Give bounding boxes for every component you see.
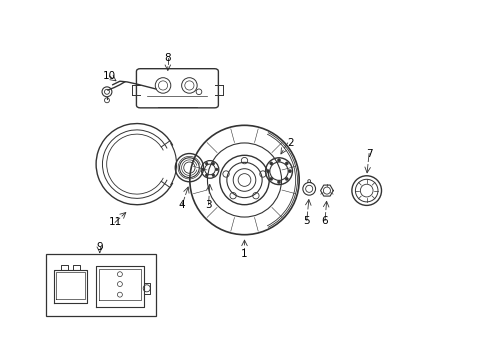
Ellipse shape xyxy=(205,174,207,177)
Ellipse shape xyxy=(211,162,214,165)
Text: 3: 3 xyxy=(205,200,211,210)
Text: 1: 1 xyxy=(241,249,247,259)
Text: 10: 10 xyxy=(102,71,116,81)
Ellipse shape xyxy=(266,170,269,173)
Text: 2: 2 xyxy=(287,138,294,148)
Ellipse shape xyxy=(277,159,280,162)
Ellipse shape xyxy=(285,177,288,180)
Text: 11: 11 xyxy=(108,217,122,227)
Ellipse shape xyxy=(269,162,272,165)
Ellipse shape xyxy=(202,168,204,171)
Text: 5: 5 xyxy=(303,216,309,226)
Ellipse shape xyxy=(211,174,214,177)
Ellipse shape xyxy=(277,180,280,184)
Text: 6: 6 xyxy=(321,216,327,226)
Ellipse shape xyxy=(215,168,218,171)
Text: 4: 4 xyxy=(179,200,185,210)
Text: 9: 9 xyxy=(96,242,103,252)
Text: 7: 7 xyxy=(365,149,372,158)
Ellipse shape xyxy=(269,177,272,180)
Ellipse shape xyxy=(205,162,207,165)
Text: 8: 8 xyxy=(164,53,171,63)
Ellipse shape xyxy=(288,170,291,173)
Bar xyxy=(45,254,156,316)
Ellipse shape xyxy=(285,162,288,165)
